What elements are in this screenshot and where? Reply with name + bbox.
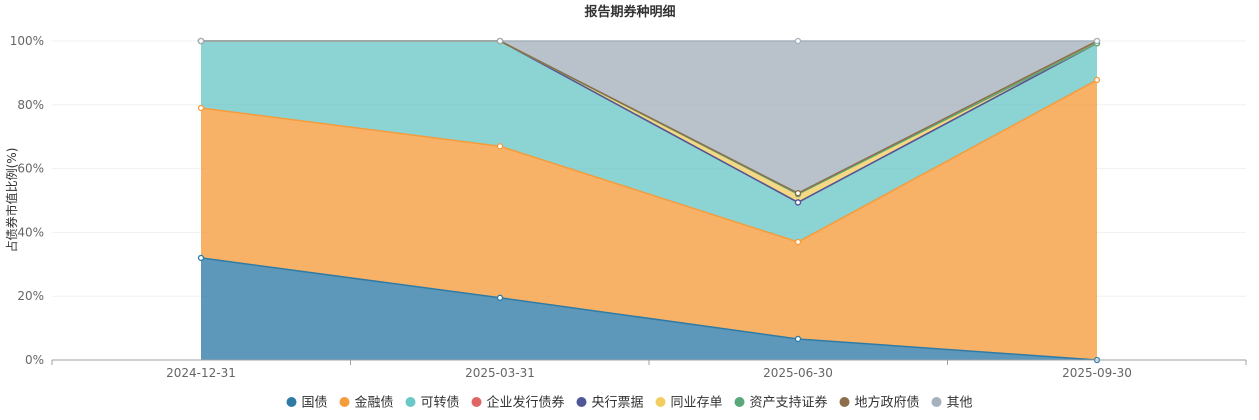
- legend-item[interactable]: 央行票据: [576, 396, 644, 411]
- y-tick-label: 20%: [17, 289, 44, 303]
- area-国债: [201, 257, 1097, 360]
- legend-marker: [286, 397, 297, 407]
- line-金融债: [200, 79, 1098, 243]
- legend-item[interactable]: 国债: [286, 396, 328, 411]
- legend-marker: [655, 397, 666, 407]
- legend-marker: [405, 397, 416, 407]
- data-point[interactable]: [496, 37, 504, 45]
- legend-item[interactable]: 地方政府债: [839, 395, 920, 411]
- data-point[interactable]: [197, 37, 205, 45]
- chart-title: 报告期券种明细: [584, 4, 675, 20]
- legend: 国债 金融债 可转债 企业发行债券 央行票据 同业存单 资产支持证券 地方政府债 其他: [286, 395, 973, 411]
- x-tick-label: 2025-03-31: [465, 366, 535, 380]
- legend-item[interactable]: 其他: [931, 396, 973, 411]
- series-points: [197, 37, 1101, 364]
- data-point[interactable]: [794, 199, 802, 206]
- y-tick-label: 60%: [17, 162, 44, 176]
- line-国债: [200, 257, 1098, 361]
- data-point[interactable]: [794, 335, 802, 343]
- series-lines: [200, 40, 1098, 361]
- legend-label: 地方政府债: [855, 395, 920, 411]
- legend-label: 金融债: [355, 395, 394, 411]
- x-tick-label: 2025-09-30: [1062, 366, 1132, 380]
- x-tick-label: 2025-06-30: [763, 366, 833, 380]
- legend-label: 可转债: [421, 396, 460, 411]
- legend-label: 央行票据: [592, 396, 644, 411]
- legend-label: 其他: [947, 396, 973, 411]
- legend-marker: [471, 397, 482, 407]
- data-point[interactable]: [794, 238, 802, 246]
- data-point[interactable]: [496, 143, 504, 150]
- data-point[interactable]: [794, 37, 802, 45]
- x-tick-label: 2024-12-31: [166, 366, 236, 380]
- legend-label: 同业存单: [671, 396, 723, 411]
- legend-item[interactable]: 企业发行债券: [471, 395, 565, 411]
- axes: 0% 20% 40% 60% 80% 100% 2024-12-31 2025-03-31 20…: [10, 34, 1247, 380]
- legend-item[interactable]: 可转债: [405, 396, 460, 411]
- data-point[interactable]: [1093, 37, 1101, 45]
- data-point[interactable]: [197, 254, 205, 262]
- y-axis-label: 占债券市值比例(%): [4, 148, 19, 253]
- area-可转债: [201, 41, 1097, 242]
- series-areas: [201, 41, 1097, 360]
- legend-marker: [839, 397, 850, 407]
- y-tick-label: 0%: [25, 353, 44, 367]
- y-tick-label: 40%: [17, 225, 44, 239]
- legend-marker: [576, 397, 587, 407]
- y-tick-label: 100%: [10, 34, 44, 48]
- data-point[interactable]: [1093, 76, 1101, 84]
- legend-label: 企业发行债券: [487, 395, 565, 411]
- data-point[interactable]: [197, 104, 205, 112]
- legend-item[interactable]: 同业存单: [655, 396, 723, 411]
- legend-label: 资产支持证券: [750, 395, 828, 411]
- legend-marker: [734, 397, 745, 407]
- legend-label: 国债: [302, 396, 328, 411]
- legend-marker: [339, 397, 350, 407]
- area-金融债: [201, 79, 1097, 360]
- legend-item[interactable]: 资产支持证券: [734, 395, 828, 411]
- data-point[interactable]: [496, 294, 504, 301]
- y-tick-label: 80%: [17, 98, 44, 112]
- data-point[interactable]: [794, 190, 802, 197]
- legend-marker: [931, 397, 942, 407]
- legend-item[interactable]: 金融债: [339, 395, 394, 411]
